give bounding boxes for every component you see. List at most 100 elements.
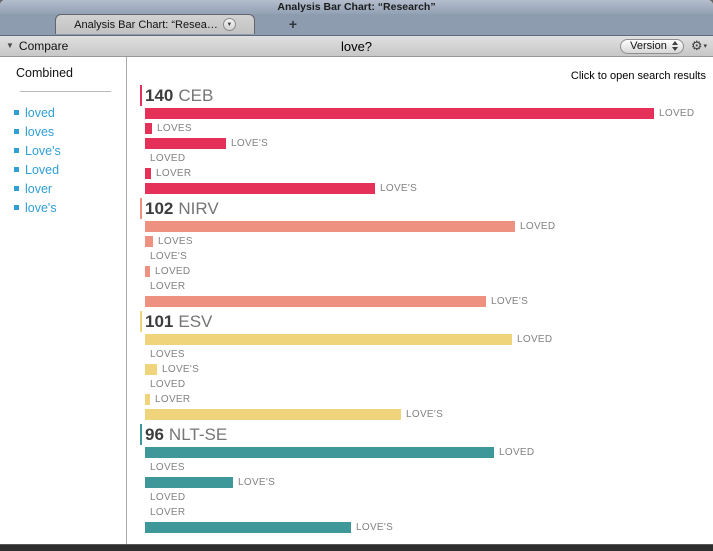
section-total: 140 [145,85,174,105]
gear-menu-button[interactable]: ⚙ ▾ [691,39,707,54]
sidebar-word-form-link[interactable]: loved [14,103,126,122]
section-header: 102 NIRV [140,198,713,219]
content-area: Combined loved loves Love's Loved lover … [0,57,713,544]
version-section: 140 CEB LOVED LOVES LOVE'S LOVED LOVER L… [127,85,713,196]
sidebar-word-form-link[interactable]: Love's [14,141,126,160]
compare-label: Compare [18,39,69,53]
bar-row: LOVE'S [127,475,713,490]
sidebar-item-label: love's [25,200,57,215]
sidebar-item-label: Love's [25,143,61,158]
sidebar-item-label: Loved [25,162,60,177]
section-rows: LOVED LOVES LOVE'S LOVED LOVER LOVE'S [127,106,713,196]
bullet-square-icon [14,129,19,134]
bar-label: LOVE'S [231,138,269,149]
result-bar[interactable] [145,123,152,134]
bar-label: LOVES [157,123,192,134]
bar-row: LOVE'S [127,407,713,422]
bar-row: LOVED [127,264,713,279]
bullet-square-icon [14,167,19,172]
bar-row: LOVES [127,347,713,362]
bar-row: LOVE'S [127,136,713,151]
bullet-square-icon [14,110,19,115]
chart-sections: 140 CEB LOVED LOVES LOVE'S LOVED LOVER L… [127,57,713,535]
result-bar[interactable] [145,409,401,420]
bar-row: LOVER [127,392,713,407]
bar-row: LOVES [127,121,713,136]
bar-label: LOVED [499,447,535,458]
sidebar-divider [20,91,111,92]
tab-analysis-bar-chart[interactable]: Analysis Bar Chart: “Resea… ▼ [55,14,255,34]
bar-row: LOVED [127,377,713,392]
section-version: ESV [178,311,213,331]
result-bar[interactable] [145,296,486,307]
sidebar-word-form-link[interactable]: love's [14,198,126,217]
tab-menu-button[interactable]: ▼ [222,18,236,31]
sidebar-header-combined: Combined [16,66,73,80]
version-section: 102 NIRV LOVED LOVES LOVE'S LOVED LOVER … [127,198,713,309]
result-bar[interactable] [145,138,226,149]
result-bar[interactable] [145,266,150,277]
result-bar[interactable] [145,236,153,247]
open-results-hint: Click to open search results [570,70,706,82]
bar-label: LOVE'S [380,183,418,194]
tab-label: Analysis Bar Chart: “Resea… [74,18,218,31]
tab-bar: Analysis Bar Chart: “Resea… ▼ + [0,14,713,36]
bar-label: LOVE'S [491,296,529,307]
result-bar[interactable] [145,168,151,179]
version-button-label: Version [630,40,667,52]
result-bar[interactable] [145,108,654,119]
section-version: NLT-SE [168,424,228,444]
section-header: 101 ESV [140,311,713,332]
bar-label: LOVE'S [150,251,188,262]
bar-row: LOVER [127,505,713,520]
bar-label: LOVE'S [356,522,394,533]
sidebar-word-form-link[interactable]: Loved [14,160,126,179]
section-rows: LOVED LOVES LOVE'S LOVED LOVER LOVE'S [127,219,713,309]
word-form-list: loved loves Love's Loved lover love's [0,103,126,217]
bar-label: LOVED [517,334,553,345]
bullet-square-icon [14,148,19,153]
result-bar[interactable] [145,447,494,458]
bar-label: LOVED [520,221,556,232]
bar-label: LOVER [150,281,186,292]
section-header: 140 CEB [140,85,713,106]
version-dropdown-button[interactable]: Version [620,38,684,54]
bar-row: LOVED [127,332,713,347]
section-total: 102 [145,198,174,218]
chevron-down-icon: ▼ [226,21,233,28]
result-bar[interactable] [145,394,150,405]
chevron-down-icon: ▾ [703,42,707,50]
sidebar-word-form-link[interactable]: loves [14,122,126,141]
toolbar: ▼ Compare love? Version ⚙ ▾ [0,36,713,57]
compare-disclosure[interactable]: ▼ Compare [6,39,68,53]
bar-row: LOVED [127,106,713,121]
bar-row: LOVED [127,490,713,505]
bar-row: LOVER [127,279,713,294]
bar-row: LOVE'S [127,249,713,264]
bar-label: LOVER [155,394,191,405]
sidebar-word-form-link[interactable]: lover [14,179,126,198]
section-total: 96 [145,424,164,444]
section-rows: LOVED LOVES LOVE'S LOVED LOVER LOVE'S [127,332,713,422]
bullet-square-icon [14,205,19,210]
section-version: CEB [178,85,214,105]
sidebar-item-label: loves [25,124,55,139]
result-bar[interactable] [145,364,157,375]
bar-label: LOVER [156,168,192,179]
bar-label: LOVER [150,507,186,518]
result-bar[interactable] [145,221,515,232]
sidebar-item-label: lover [25,181,53,196]
result-bar[interactable] [145,522,351,533]
result-bar[interactable] [145,477,233,488]
result-bar[interactable] [145,183,375,194]
result-bar[interactable] [145,334,512,345]
bar-label: LOVES [150,349,185,360]
sidebar: Combined loved loves Love's Loved lover … [0,57,127,544]
window-titlebar: Analysis Bar Chart: “Research” [0,0,713,14]
bar-label: LOVED [150,153,186,164]
window-title: Analysis Bar Chart: “Research” [277,1,436,13]
bar-label: LOVES [150,462,185,473]
new-tab-button[interactable]: + [288,16,298,32]
bar-label: LOVED [659,108,695,119]
